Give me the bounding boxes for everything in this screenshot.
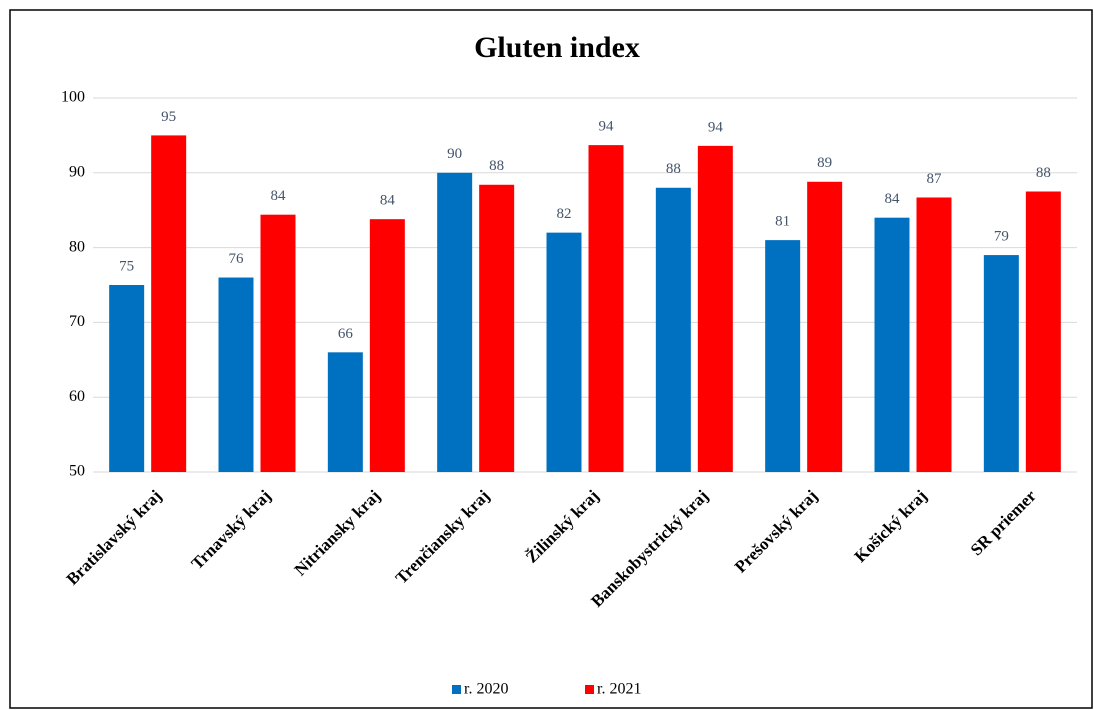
- bar: [109, 285, 145, 472]
- legend-swatch: [452, 685, 461, 694]
- bar: [546, 232, 582, 472]
- y-tick-label: 100: [61, 89, 85, 106]
- data-label: 82: [557, 206, 572, 222]
- data-label: 89: [817, 155, 832, 171]
- data-label: 79: [994, 229, 1009, 245]
- bar: [260, 214, 296, 473]
- bar: [1025, 191, 1061, 472]
- data-label: 94: [708, 119, 724, 135]
- data-label: 84: [271, 188, 287, 204]
- data-label: 84: [380, 193, 396, 209]
- legend-label: r. 2021: [597, 681, 641, 698]
- y-tick-label: 70: [69, 313, 85, 330]
- bar: [874, 217, 910, 472]
- bar: [151, 135, 187, 472]
- bar: [437, 172, 473, 473]
- data-label: 95: [161, 109, 176, 125]
- data-label: 88: [489, 158, 504, 174]
- bar: [327, 352, 363, 472]
- data-label: 87: [927, 171, 943, 187]
- data-label: 76: [229, 251, 245, 267]
- data-label: 88: [666, 161, 681, 177]
- data-label: 66: [338, 326, 354, 342]
- data-label: 81: [775, 214, 790, 230]
- bar: [479, 184, 515, 472]
- y-tick-label: 80: [69, 238, 85, 255]
- data-label: 88: [1036, 165, 1051, 181]
- bar: [369, 219, 405, 472]
- bar: [765, 240, 801, 472]
- bar: [697, 145, 733, 472]
- y-tick-label: 60: [69, 388, 85, 405]
- bar: [916, 197, 952, 472]
- bar: [807, 181, 843, 472]
- bar: [218, 277, 254, 472]
- y-tick-label: 90: [69, 163, 85, 180]
- chart-title: Gluten index: [474, 31, 640, 64]
- data-label: 90: [447, 146, 462, 162]
- bar: [983, 255, 1019, 472]
- data-label: 75: [119, 258, 134, 274]
- y-tick-label: 50: [69, 463, 85, 480]
- data-label: 84: [885, 191, 901, 207]
- bar: [588, 145, 624, 472]
- bar: [655, 187, 691, 472]
- data-label: 94: [599, 119, 615, 135]
- legend-label: r. 2020: [464, 681, 508, 698]
- legend-swatch: [585, 685, 594, 694]
